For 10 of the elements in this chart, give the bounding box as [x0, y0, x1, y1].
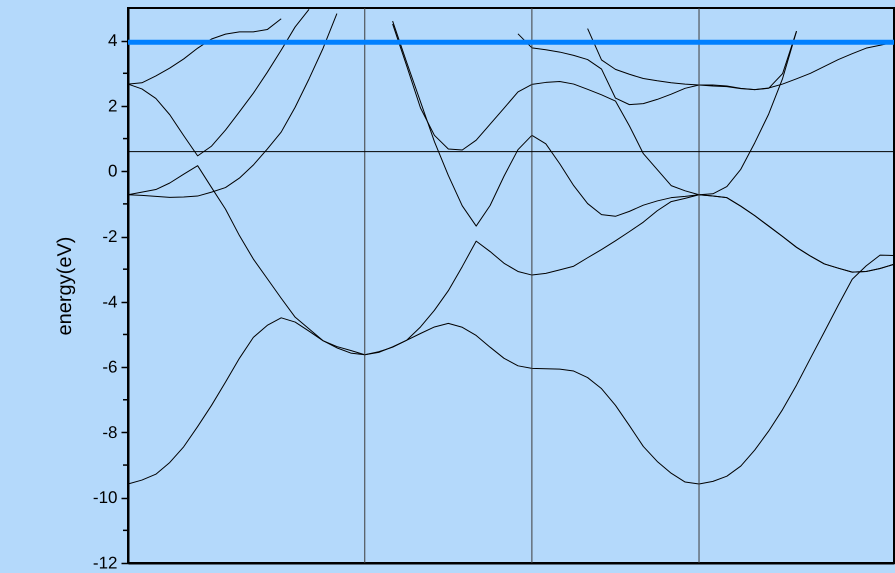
- y-tick-label: -2: [102, 227, 118, 246]
- y-tick-label: -4: [102, 292, 118, 312]
- y-tick-label: 0: [108, 162, 118, 181]
- y-tick-label: -6: [102, 358, 118, 377]
- y-tick-label: 2: [108, 96, 118, 116]
- y-tick-label: -12: [92, 554, 118, 572]
- y-tick-label: -8: [102, 422, 118, 442]
- y-tick-label: -10: [92, 488, 118, 508]
- y-tick-label: 4: [108, 31, 118, 50]
- y-axis-title: energy(eV): [54, 236, 76, 336]
